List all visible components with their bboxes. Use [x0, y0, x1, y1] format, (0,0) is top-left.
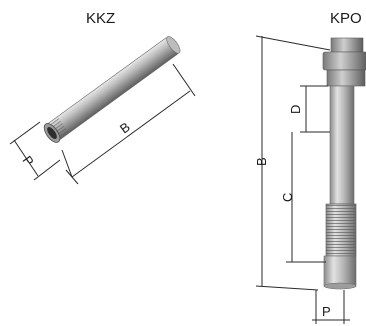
kpo-dimension-p: P: [312, 290, 350, 324]
kpo-dimension-b: B: [254, 35, 331, 291]
kpo-dimension-b-label: B: [254, 157, 269, 166]
kpo-dimension-p-label: P: [322, 304, 331, 319]
kpo-dimension-d: D: [288, 85, 330, 133]
kkz-title: KKZ: [86, 10, 115, 27]
kkz-dimension-p-label: P: [20, 153, 37, 169]
kpo-title: KPO: [330, 10, 362, 27]
kkz-tube: [43, 36, 181, 143]
kpo-dimension-c-label: C: [280, 193, 295, 202]
kpo-dimension-d-label: D: [288, 105, 303, 114]
kpo-bolt: [322, 37, 366, 290]
kpo-dimension-c: C: [280, 132, 326, 263]
